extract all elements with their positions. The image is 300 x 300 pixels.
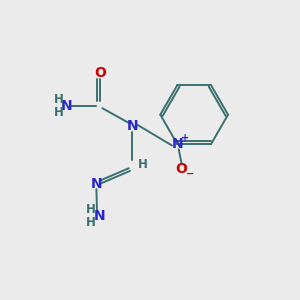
Text: O: O [94,66,106,80]
Text: N: N [61,99,73,113]
Text: +: + [182,133,190,143]
Text: N: N [127,119,138,134]
Text: O: O [176,162,188,176]
Text: N: N [171,137,183,151]
Text: N: N [91,177,103,191]
Text: N: N [94,209,105,223]
Text: H: H [85,203,95,216]
Text: H: H [138,158,148,171]
Text: −: − [185,169,194,179]
Text: H: H [85,216,95,229]
Text: H: H [54,93,64,106]
Text: H: H [54,106,64,119]
